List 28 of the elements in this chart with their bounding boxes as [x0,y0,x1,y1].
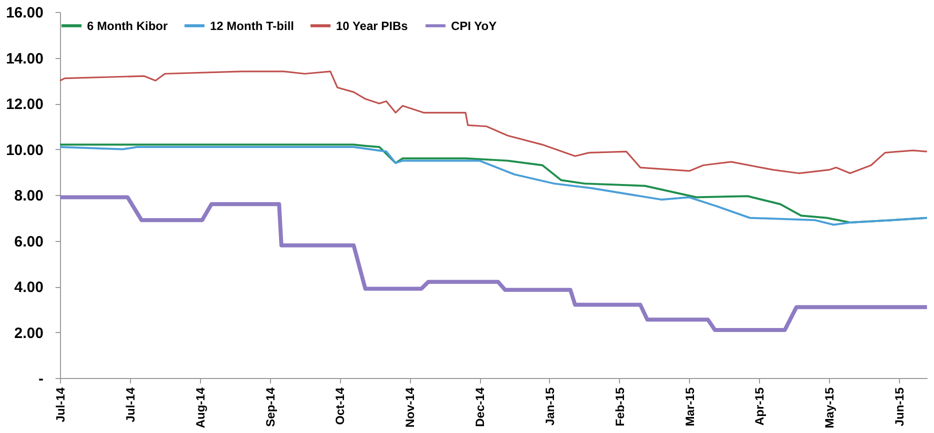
legend-label: 12 Month T-bill [210,18,294,33]
x-tick-label: Jun-15 [892,387,907,426]
x-tick-label: Apr-15 [752,387,767,426]
x-tick-label: Jul-14 [123,387,138,422]
legend-label: 6 Month Kibor [87,18,168,33]
legend-label: 10 Year PIBs [336,18,408,33]
x-tick-label: Dec-14 [473,387,488,427]
line-series [59,70,928,174]
legend-label: CPI YoY [451,18,497,33]
x-tick-label: May-15 [822,387,837,428]
x-tick-label: Jul-14 [54,387,68,422]
y-tick-label: - [38,370,44,388]
x-tick-label: Oct-14 [333,387,348,425]
y-tick-label: 12.00 [6,96,44,113]
y-tick-label: 8.00 [14,188,44,204]
line-series [58,195,929,332]
x-tick-label: Aug-14 [193,387,208,428]
y-tick-label: 10.00 [6,142,44,159]
y-tick-label: 16.00 [6,4,44,22]
y-tick-label: 6.00 [14,233,44,250]
y-tick-label: 14.00 [6,50,44,68]
x-tick-label: Sep-14 [263,387,278,427]
y-tick-label: 2.00 [14,324,44,342]
x-tick-label: Mar-15 [682,387,697,426]
x-tick-label: Feb-15 [612,387,627,426]
y-tick-label: 4.00 [14,279,44,296]
x-tick-label: Nov-14 [403,387,418,428]
x-tick-label: Jan-15 [542,387,557,426]
